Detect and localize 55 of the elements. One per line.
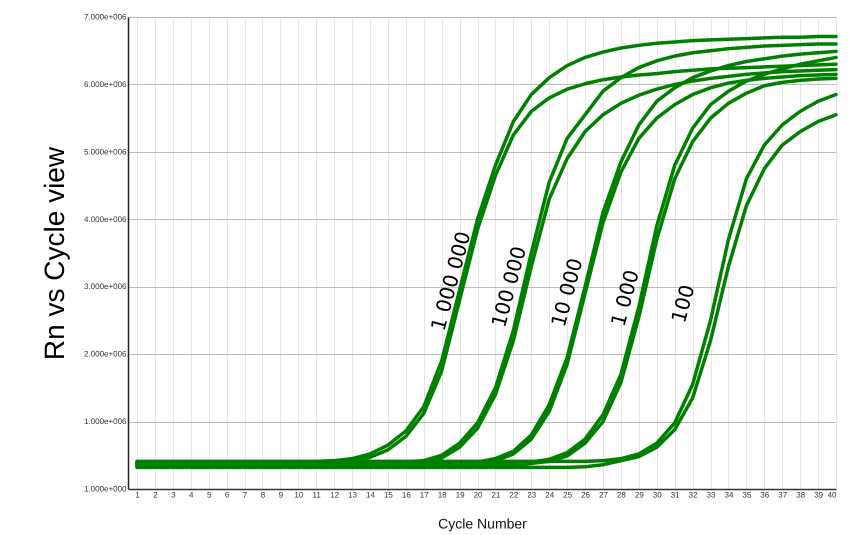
x-tick-label: 6 bbox=[224, 490, 230, 500]
annotation: 100 000 bbox=[486, 244, 531, 330]
annotation: 1 000 bbox=[606, 267, 644, 329]
x-tick-label: 10 bbox=[294, 490, 304, 500]
x-tick-label: 19 bbox=[456, 490, 466, 500]
y-tick-label: 4.000e+006 bbox=[84, 214, 128, 224]
x-tick-label: 11 bbox=[312, 490, 322, 500]
x-tick-label: 28 bbox=[616, 490, 626, 500]
x-tick-label: 23 bbox=[527, 490, 537, 500]
x-tick-label: 22 bbox=[509, 490, 519, 500]
x-tick-label: 35 bbox=[742, 490, 752, 500]
x-tick-label: 12 bbox=[330, 490, 340, 500]
x-tick-label: 15 bbox=[384, 490, 394, 500]
x-tick-label: 25 bbox=[563, 490, 573, 500]
x-tick-label: 4 bbox=[189, 490, 194, 500]
x-tick-label: 9 bbox=[278, 490, 284, 500]
x-tick-label: 39 bbox=[814, 490, 824, 500]
x-tick-label: 24 bbox=[545, 490, 555, 500]
x-tick-label: 7 bbox=[242, 490, 248, 500]
x-tick-label: 31 bbox=[670, 490, 680, 500]
x-tick-label: 37 bbox=[778, 490, 788, 500]
x-tick-label: 16 bbox=[402, 490, 412, 500]
x-axis-title: Cycle Number bbox=[438, 516, 528, 532]
x-tick-label: 40 bbox=[828, 490, 838, 500]
y-tick-label: 2.000e+006 bbox=[84, 350, 128, 359]
y-tick-label: 1.000e+006 bbox=[84, 417, 128, 426]
x-tick-label: 32 bbox=[688, 490, 698, 500]
x-tick-label: 38 bbox=[796, 490, 806, 500]
annotation: 1 000 000 bbox=[426, 228, 476, 334]
x-tick-label: 26 bbox=[581, 490, 591, 500]
annotation: 10 000 bbox=[546, 255, 588, 330]
x-tick-label: 13 bbox=[348, 490, 358, 500]
x-tick-label: 34 bbox=[724, 490, 734, 500]
x-tick-label: 21 bbox=[491, 490, 501, 500]
x-tick-label: 8 bbox=[260, 490, 266, 500]
x-tick-label: 29 bbox=[634, 490, 644, 500]
x-tick-label: 17 bbox=[420, 490, 430, 500]
x-tick-label: 27 bbox=[599, 490, 608, 500]
y-tick-label: 3.000e+006 bbox=[84, 282, 128, 292]
x-tick-label: 33 bbox=[706, 490, 716, 500]
y-axis-title: Rn vs Cycle view bbox=[39, 146, 70, 360]
x-tick-label: 2 bbox=[153, 490, 158, 500]
y-tick-label: 7.000e+006 bbox=[84, 12, 128, 22]
x-tick-label: 20 bbox=[474, 490, 484, 500]
x-tick-label: 5 bbox=[206, 490, 212, 500]
x-tick-label: 30 bbox=[652, 490, 662, 500]
x-tick-label: 3 bbox=[171, 490, 176, 500]
annotation: 100 bbox=[666, 282, 700, 326]
x-tick-label: 14 bbox=[366, 490, 376, 500]
y-tick-label: 5.000e+006 bbox=[84, 147, 128, 156]
x-tick-label: 36 bbox=[760, 490, 770, 500]
x-tick-label: 18 bbox=[438, 490, 448, 500]
x-tick-label: 1 bbox=[135, 490, 140, 500]
y-tick-label: 1.000e+000 bbox=[84, 484, 128, 494]
y-tick-label: 6.000e+006 bbox=[84, 80, 128, 89]
